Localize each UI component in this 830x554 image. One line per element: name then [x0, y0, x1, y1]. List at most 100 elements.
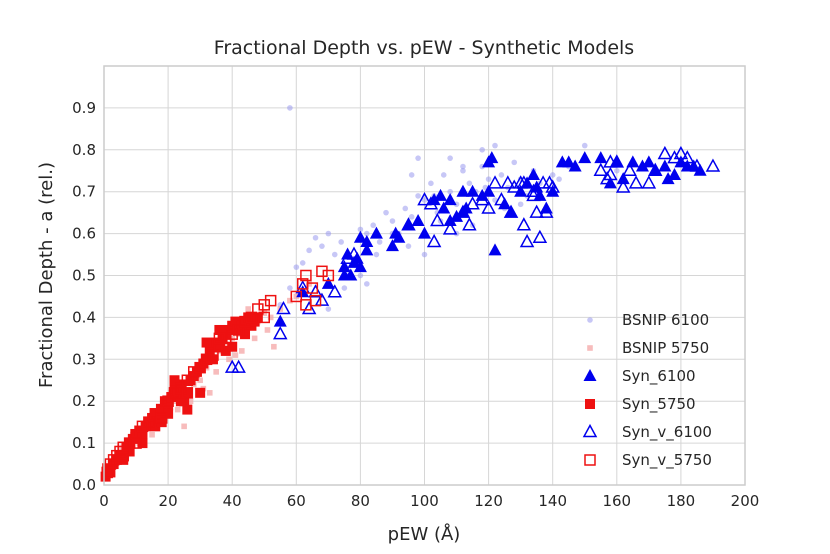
data-point: [300, 269, 312, 282]
data-point: [526, 167, 540, 180]
data-point: [231, 359, 246, 373]
data-point: [504, 205, 518, 218]
data-point: [214, 341, 225, 352]
data-point: [392, 230, 406, 243]
data-point: [163, 408, 174, 419]
data-point: [443, 193, 457, 206]
legend-marker: [582, 423, 598, 438]
x-tick-label: 160: [602, 492, 631, 510]
data-point: [402, 205, 409, 212]
data-point: [443, 214, 457, 227]
data-point: [117, 449, 129, 462]
data-point: [487, 175, 503, 189]
data-point: [296, 285, 310, 298]
data-point: [434, 188, 448, 201]
y-tick-label: 0.2: [72, 392, 96, 410]
series-syn-5750: [100, 312, 263, 482]
data-point: [155, 412, 168, 424]
legend-entry: Syn_v_6100: [582, 423, 712, 442]
data-point: [300, 299, 312, 311]
y-tick-label: 0.0: [72, 476, 96, 494]
data-point: [485, 151, 499, 164]
legend-entry: BSNIP 6100: [587, 311, 709, 329]
data-point: [401, 217, 416, 231]
data-point: [156, 417, 167, 428]
data-point: [408, 214, 415, 220]
data-point: [401, 218, 415, 231]
data-point: [321, 276, 335, 289]
data-point: [364, 230, 370, 237]
data-point: [385, 239, 399, 252]
data-point: [494, 192, 509, 206]
legend-marker: [583, 369, 597, 381]
data-point: [181, 387, 194, 399]
data-point: [214, 324, 225, 335]
data-point: [245, 306, 252, 312]
x-tick-label: 0: [99, 492, 109, 510]
legend-entry: Syn_v_5750: [584, 451, 712, 470]
data-point: [267, 314, 274, 321]
plot-frame: [103, 65, 746, 486]
data-point: [293, 264, 300, 270]
data-point: [680, 150, 695, 164]
data-point: [415, 193, 421, 199]
data-point: [331, 251, 338, 258]
data-point: [295, 280, 310, 294]
data-point: [516, 175, 532, 189]
data-point: [306, 281, 312, 287]
data-point: [143, 416, 155, 428]
data-point: [539, 204, 554, 218]
data-point: [239, 348, 245, 354]
x-tick-label: 80: [351, 492, 370, 510]
data-point: [287, 297, 293, 304]
data-point: [162, 395, 174, 407]
data-point: [492, 142, 498, 149]
data-point: [689, 158, 705, 172]
data-point: [123, 437, 136, 449]
data-point: [532, 229, 548, 244]
x-axis-label: pEW (Å): [388, 523, 461, 545]
y-tick-label: 0.1: [72, 434, 96, 452]
data-point: [593, 162, 609, 176]
x-tick-label: 60: [287, 492, 306, 510]
data-point: [220, 345, 231, 356]
data-point: [456, 205, 470, 218]
data-point: [417, 192, 432, 206]
data-point: [562, 155, 576, 168]
data-point: [418, 226, 431, 239]
data-point: [150, 408, 161, 419]
data-point: [213, 340, 226, 353]
y-tick-label: 0.8: [72, 141, 96, 159]
data-point: [220, 332, 232, 345]
data-point: [383, 209, 389, 216]
data-point: [232, 324, 245, 336]
data-point: [506, 179, 522, 193]
data-point: [545, 179, 560, 193]
data-point: [243, 312, 254, 323]
data-point: [306, 247, 312, 254]
data-point: [118, 454, 129, 465]
data-point: [104, 458, 117, 470]
data-layer: [100, 105, 721, 482]
data-point: [105, 467, 116, 478]
data-point: [316, 265, 328, 278]
data-point: [187, 366, 200, 378]
data-point: [130, 437, 142, 449]
data-point: [175, 379, 186, 390]
legend-label: BSNIP 6100: [622, 311, 709, 329]
x-tick-label: 100: [410, 492, 439, 510]
legend-marker: [587, 345, 593, 351]
data-point: [485, 176, 492, 182]
data-point: [556, 176, 562, 182]
legend-entry: BSNIP 5750: [587, 339, 709, 357]
data-point: [648, 163, 662, 176]
data-point: [498, 197, 512, 210]
data-point: [117, 441, 129, 454]
data-point: [405, 243, 412, 249]
data-point: [182, 387, 193, 398]
data-point: [658, 159, 672, 172]
data-point: [232, 352, 239, 358]
data-point: [603, 176, 617, 189]
data-point: [641, 175, 657, 189]
data-point: [667, 150, 682, 164]
